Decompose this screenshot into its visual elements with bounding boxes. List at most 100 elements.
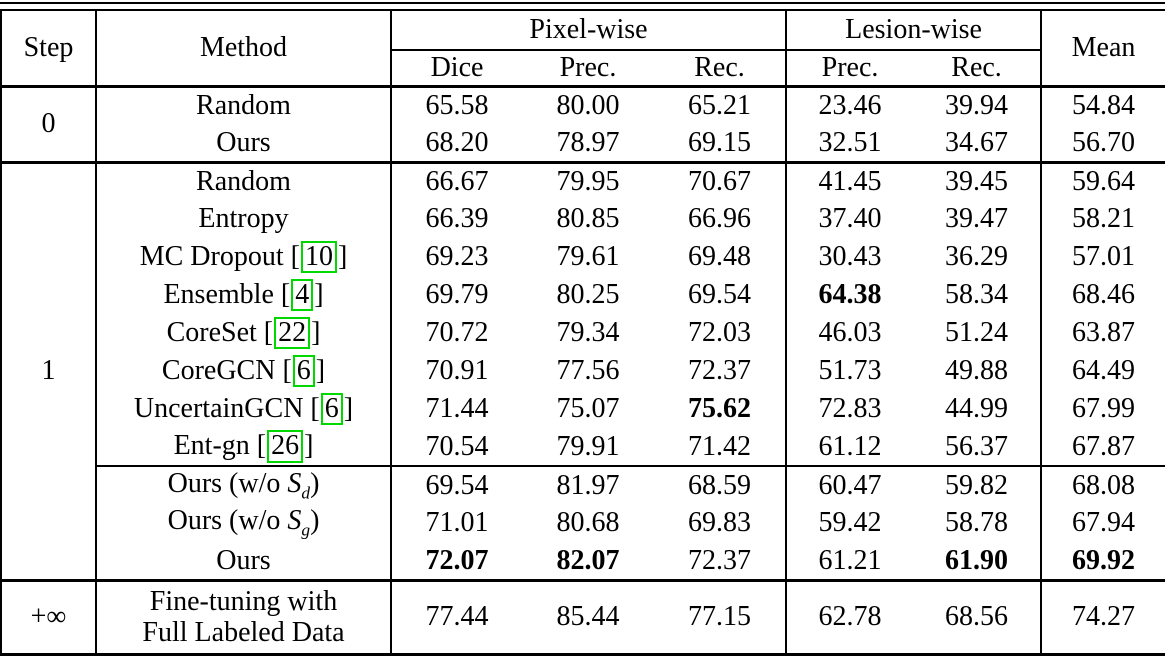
value-cell: 77.15 xyxy=(654,578,788,654)
method-cell: Ours xyxy=(96,542,392,580)
value-cell: 61.90 xyxy=(913,542,1043,580)
citation[interactable]: [10] xyxy=(290,240,348,274)
method-cell: Ent-gn [26] xyxy=(96,428,392,466)
value-cell: 71.01 xyxy=(425,507,489,539)
value-cell: 69.79 xyxy=(425,279,489,311)
value-cell: 72.37 xyxy=(654,542,788,580)
value-cell: 69.83 xyxy=(654,504,788,542)
value-cell: 78.97 xyxy=(556,126,620,158)
results-table: Step Method Pixel-wise Lesion-wise Mean … xyxy=(0,9,1165,656)
citation[interactable]: [4] xyxy=(280,278,324,312)
value-cell: 49.88 xyxy=(913,352,1043,390)
table-row: Ent-gn [26] 70.54 79.91 71.42 61.12 56.37 67.8… xyxy=(1,428,1165,466)
value-cell: 72.07 xyxy=(425,544,489,576)
method-cell: Ours (w/o Sd) xyxy=(96,465,392,504)
header-dice: Dice xyxy=(391,49,522,86)
value-cell: 64.38 xyxy=(818,279,882,311)
citation[interactable]: [22] xyxy=(263,316,321,350)
method-cell: Random xyxy=(96,84,392,124)
value-cell: 44.99 xyxy=(913,390,1043,428)
value-cell: 64.49 xyxy=(1072,355,1136,387)
value-cell: 37.40 xyxy=(818,203,882,235)
value-cell: 79.61 xyxy=(556,241,620,273)
value-cell: 77.56 xyxy=(556,355,620,387)
value-cell: 74.27 xyxy=(1041,578,1165,654)
citation-number-box[interactable]: 10 xyxy=(300,240,337,274)
value-cell: 34.67 xyxy=(913,124,1043,162)
header-step: Step xyxy=(1,10,97,86)
value-cell: 39.47 xyxy=(913,200,1043,238)
method-cell: UncertainGCN [6] xyxy=(96,390,392,428)
value-cell: 80.85 xyxy=(556,203,620,235)
value-cell: 63.87 xyxy=(1072,317,1136,349)
value-cell: 69.23 xyxy=(425,241,489,273)
value-cell: 66.96 xyxy=(654,200,788,238)
value-cell: 81.97 xyxy=(522,465,654,504)
value-cell: 51.24 xyxy=(913,314,1043,352)
value-cell: 69.54 xyxy=(391,465,522,504)
value-cell: 66.67 xyxy=(391,160,522,200)
value-cell: 69.48 xyxy=(654,238,788,276)
table-row: Ours 68.20 78.97 69.15 32.51 34.67 56.70 xyxy=(1,124,1165,162)
value-cell: 67.87 xyxy=(1072,430,1136,462)
method-cell: Ours xyxy=(96,124,392,162)
value-cell: 72.03 xyxy=(654,314,788,352)
value-cell: 58.78 xyxy=(913,504,1043,542)
method-cell: MC Dropout [10] xyxy=(96,238,392,276)
header-lesion-wise: Lesion-wise xyxy=(786,10,1043,50)
table-row: +∞ Fine-tuning with Full Labeled Data 77.44… xyxy=(1,578,1165,654)
table-row: Ours 72.07 82.07 72.37 61.21 61.90 69.92 xyxy=(1,542,1165,580)
table-row: Ensemble [4] 69.79 80.25 69.54 64.38 58.34 68.… xyxy=(1,276,1165,314)
value-cell: 23.46 xyxy=(786,84,914,124)
value-cell: 70.91 xyxy=(425,355,489,387)
value-cell: 75.62 xyxy=(654,390,788,428)
value-cell: 65.58 xyxy=(391,84,522,124)
math-variable: S xyxy=(287,505,302,537)
method-cell: CoreGCN [6] xyxy=(96,352,392,390)
value-cell: 56.37 xyxy=(913,428,1043,466)
value-cell: 71.42 xyxy=(654,428,788,466)
citation-number-box[interactable]: 6 xyxy=(320,392,343,426)
table-row: Entropy 66.39 80.85 66.96 37.40 39.47 58.21 xyxy=(1,200,1165,238)
value-cell: 72.83 xyxy=(818,393,882,425)
citation-number-box[interactable]: 22 xyxy=(274,316,311,350)
value-cell: 68.56 xyxy=(913,578,1043,654)
math-subscript: d xyxy=(301,483,311,503)
value-cell: 75.07 xyxy=(556,393,620,425)
value-cell: 68.20 xyxy=(425,126,489,158)
citation-number-box[interactable]: 6 xyxy=(292,354,315,388)
value-cell: 80.00 xyxy=(522,84,654,124)
value-cell: 62.78 xyxy=(786,578,914,654)
value-cell: 39.45 xyxy=(913,160,1043,200)
header-row-groups: Step Method Pixel-wise Lesion-wise Mean xyxy=(1,10,1165,86)
method-cell: CoreSet [22] xyxy=(96,314,392,352)
value-cell: 68.46 xyxy=(1072,279,1136,311)
citation[interactable]: [6] xyxy=(282,354,326,388)
method-cell: Fine-tuning with Full Labeled Data xyxy=(96,578,392,654)
value-cell: 61.21 xyxy=(818,544,882,576)
citation-number-box[interactable]: 4 xyxy=(291,278,314,312)
value-cell: 80.25 xyxy=(556,279,620,311)
value-cell: 69.92 xyxy=(1072,544,1136,576)
citation[interactable]: [6] xyxy=(310,392,354,426)
value-cell: 68.08 xyxy=(1041,465,1165,504)
citation-number-box[interactable]: 26 xyxy=(267,430,304,463)
value-cell: 58.34 xyxy=(913,276,1043,314)
header-pixel-rec: Rec. xyxy=(654,49,788,86)
citation[interactable]: [26] xyxy=(256,430,314,463)
value-cell: 56.70 xyxy=(1072,126,1136,158)
value-cell: 60.47 xyxy=(786,465,914,504)
value-cell: 41.45 xyxy=(786,160,914,200)
math-variable: S xyxy=(287,467,302,499)
method-cell: Random xyxy=(96,160,392,200)
value-cell: 46.03 xyxy=(818,317,882,349)
header-mean: Mean xyxy=(1071,32,1136,64)
table-row: UncertainGCN [6] 71.44 75.07 75.62 72.83 44.9… xyxy=(1,390,1165,428)
table-row: Ours (w/o Sg) 71.01 80.68 69.83 59.42 58.78 67… xyxy=(1,504,1165,542)
value-cell: 80.68 xyxy=(556,507,620,539)
step-cell: 0 xyxy=(1,84,97,162)
value-cell: 72.37 xyxy=(654,352,788,390)
value-cell: 67.94 xyxy=(1072,507,1136,539)
header-lesion-prec: Prec. xyxy=(786,49,914,86)
